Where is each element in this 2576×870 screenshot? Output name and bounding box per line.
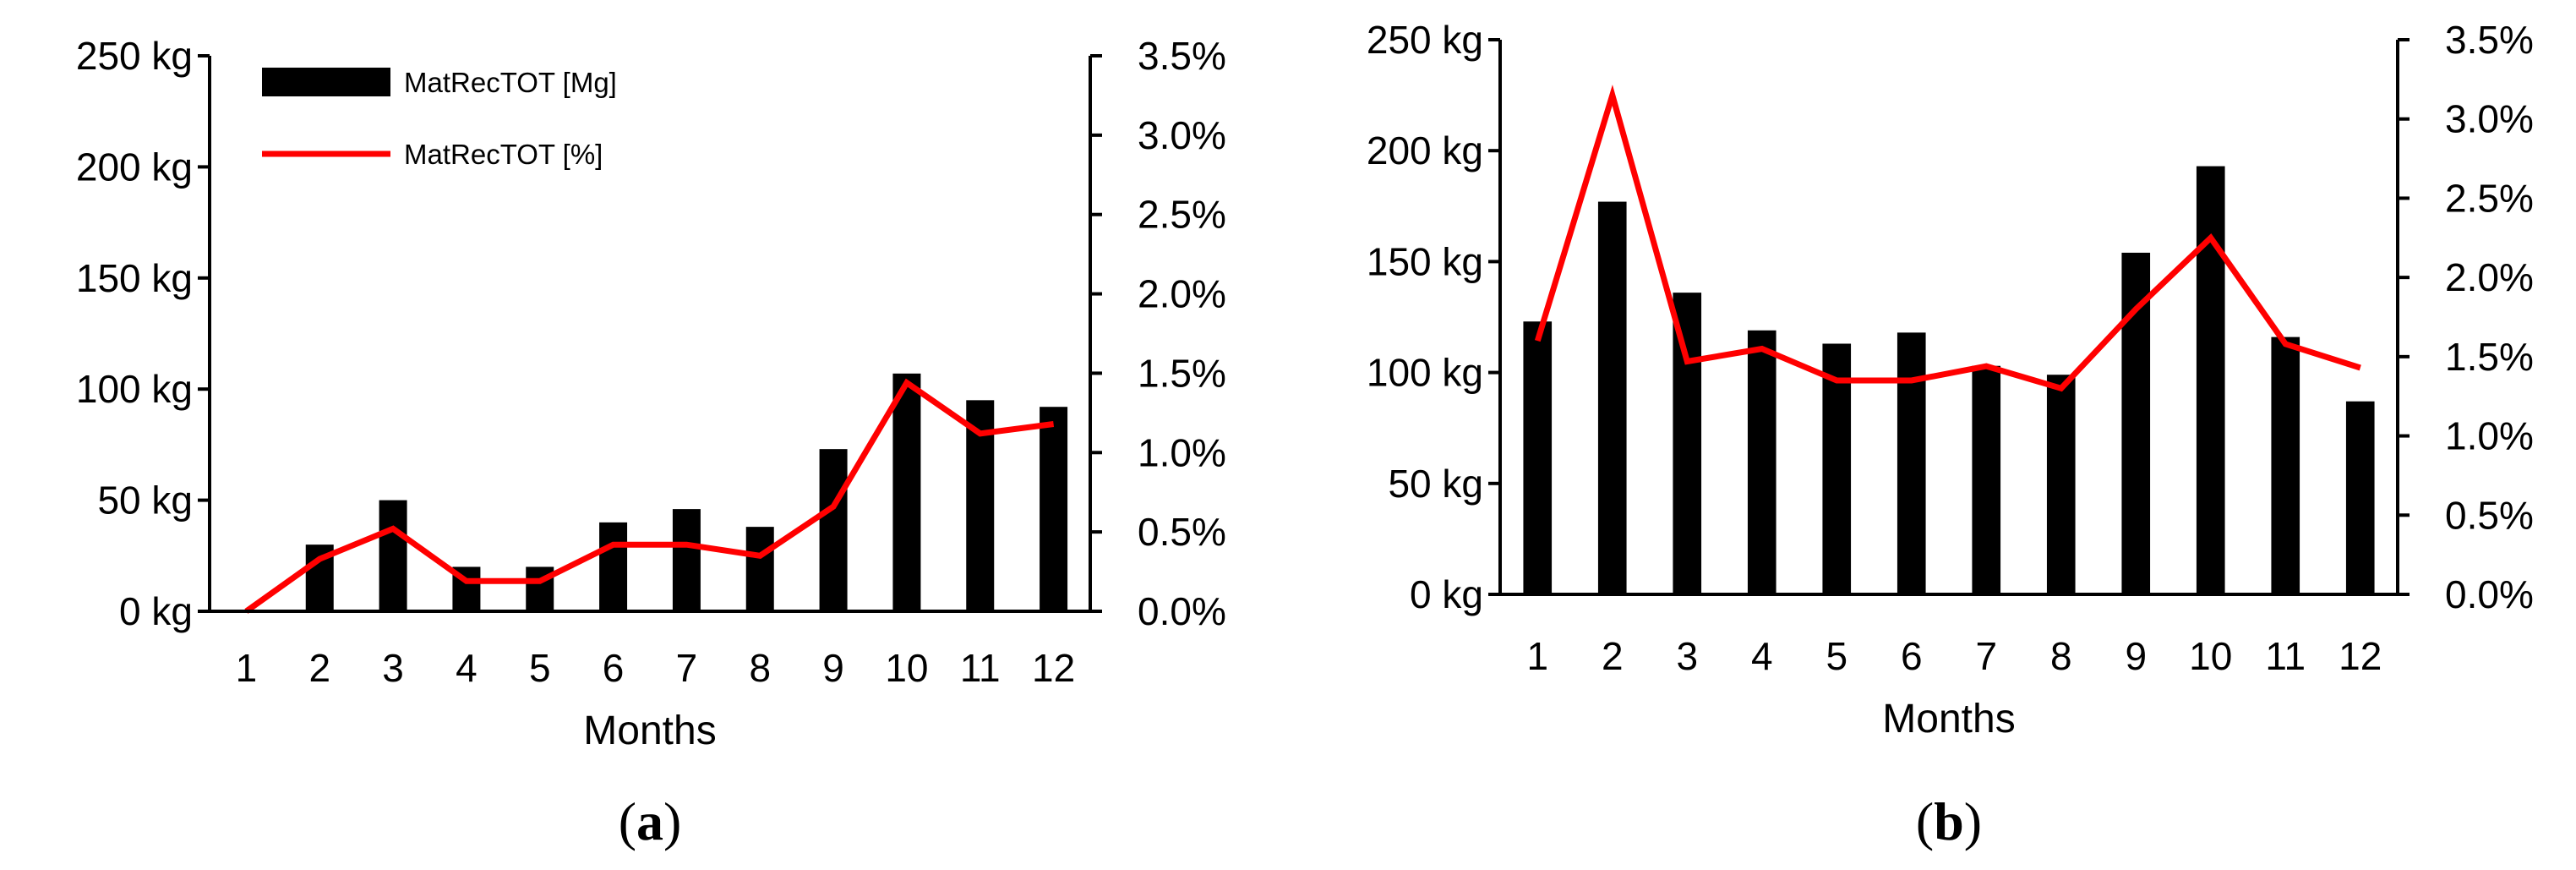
- panel-label-letter: a: [636, 791, 663, 851]
- bar-month-8: [2046, 375, 2076, 594]
- panel-label-open: (: [1916, 791, 1934, 851]
- panel-label-close: ): [663, 791, 681, 851]
- y2-tick-label: 3.5%: [1138, 34, 1226, 78]
- y2-tick-label: 2.5%: [1138, 193, 1226, 237]
- x-tick-label: 9: [822, 646, 844, 690]
- bar-month-3: [379, 500, 407, 611]
- bar-month-9: [2121, 252, 2151, 594]
- panel-label-open: (: [619, 791, 636, 851]
- y2-tick-label: 1.0%: [2445, 414, 2534, 458]
- panel-label: (b): [1916, 791, 1982, 851]
- y2-tick-label: 1.5%: [2445, 335, 2534, 379]
- x-tick-label: 9: [2125, 634, 2147, 678]
- x-tick-label: 12: [2339, 634, 2382, 678]
- y-tick-label: 0 kg: [119, 589, 193, 633]
- legend-bar-swatch: [262, 68, 390, 96]
- panel-label-letter: b: [1934, 791, 1964, 851]
- x-tick-label: 3: [382, 646, 404, 690]
- y2-tick-label: 0.5%: [1138, 510, 1226, 554]
- x-tick-label: 6: [1901, 634, 1923, 678]
- y2-tick-label: 1.0%: [1138, 430, 1226, 474]
- x-tick-label: 4: [456, 646, 478, 690]
- bar-month-6: [599, 522, 628, 611]
- percent-line: [244, 378, 1055, 614]
- y-tick-label: 0 kg: [1410, 572, 1483, 616]
- bar-month-12: [1040, 407, 1068, 611]
- percent-line: [1534, 85, 2361, 392]
- panel-label: (a): [619, 791, 682, 851]
- y2-tick-label: 1.5%: [1138, 351, 1226, 395]
- bar-month-3: [1673, 293, 1702, 594]
- y2-tick-label: 0.5%: [2445, 493, 2534, 537]
- y-tick-label: 50 kg: [1388, 462, 1483, 506]
- x-tick-label: 4: [1751, 634, 1773, 678]
- x-tick-label: 2: [308, 646, 330, 690]
- bar-month-10: [2196, 166, 2225, 594]
- x-tick-label: 8: [2050, 634, 2072, 678]
- bar-month-9: [819, 449, 848, 611]
- bar-month-4: [1747, 330, 1776, 594]
- y2-tick-label: 2.0%: [2445, 255, 2534, 299]
- y-tick-label: 250 kg: [76, 34, 193, 78]
- y-tick-label: 150 kg: [76, 256, 193, 300]
- x-axis-label: Months: [583, 709, 716, 753]
- chart-panel-a: 0 kg 50 kg 100 kg 150 kg 200 kg 250 kg 0.0% 0.5…: [76, 34, 1226, 851]
- x-tick-label: 5: [529, 646, 551, 690]
- y2-tick-label: 0.0%: [1138, 589, 1226, 633]
- bar-month-11: [2271, 337, 2300, 594]
- legend-bar-label: MatRecTOT [Mg]: [404, 67, 617, 98]
- bar-month-1: [1523, 321, 1553, 594]
- y-tick-label: 150 kg: [1367, 239, 1483, 283]
- x-tick-label: 1: [236, 646, 258, 690]
- x-tick-label: 5: [1826, 634, 1847, 678]
- chart-panel-b: 0 kg 50 kg 100 kg 150 kg 200 kg 250 kg 0.0% 0.5…: [1367, 18, 2534, 851]
- x-tick-label: 3: [1676, 634, 1698, 678]
- bar-month-5: [1822, 343, 1852, 594]
- x-tick-label: 12: [1032, 646, 1075, 690]
- y-tick-label: 100 kg: [76, 367, 193, 411]
- y2-tick-label: 3.0%: [2445, 97, 2534, 141]
- y2-tick-label: 3.0%: [1138, 113, 1226, 157]
- bar-month-6: [1897, 332, 1926, 594]
- panel-label-close: ): [1964, 791, 1982, 851]
- x-tick-label: 6: [603, 646, 625, 690]
- x-axis-label: Months: [1882, 697, 2015, 741]
- bar-month-7: [1972, 365, 2001, 594]
- y2-tick-label: 3.5%: [2445, 18, 2534, 62]
- x-tick-label: 7: [676, 646, 698, 690]
- y-tick-label: 200 kg: [1367, 129, 1483, 172]
- bar-month-10: [892, 373, 921, 611]
- x-tick-label: 1: [1526, 634, 1548, 678]
- y2-tick-label: 0.0%: [2445, 572, 2534, 616]
- y-tick-label: 200 kg: [76, 145, 193, 189]
- x-tick-label: 7: [1975, 634, 1997, 678]
- y2-tick-label: 2.0%: [1138, 272, 1226, 316]
- bar-month-7: [672, 509, 701, 611]
- y-tick-label: 250 kg: [1367, 18, 1483, 62]
- x-tick-label: 11: [960, 646, 1001, 690]
- bar-month-12: [2345, 401, 2375, 594]
- x-tick-label: 2: [1602, 634, 1624, 678]
- x-tick-label: 10: [885, 646, 928, 690]
- y-tick-label: 50 kg: [97, 479, 193, 523]
- bar-month-8: [745, 527, 774, 611]
- legend-line-label: MatRecTOT [%]: [404, 139, 603, 170]
- x-tick-label: 8: [749, 646, 771, 690]
- bar-month-2: [1597, 201, 1627, 594]
- y2-tick-label: 2.5%: [2445, 176, 2534, 220]
- x-tick-label: 11: [2265, 634, 2306, 678]
- y-tick-label: 100 kg: [1367, 351, 1483, 395]
- x-tick-label: 10: [2189, 634, 2232, 678]
